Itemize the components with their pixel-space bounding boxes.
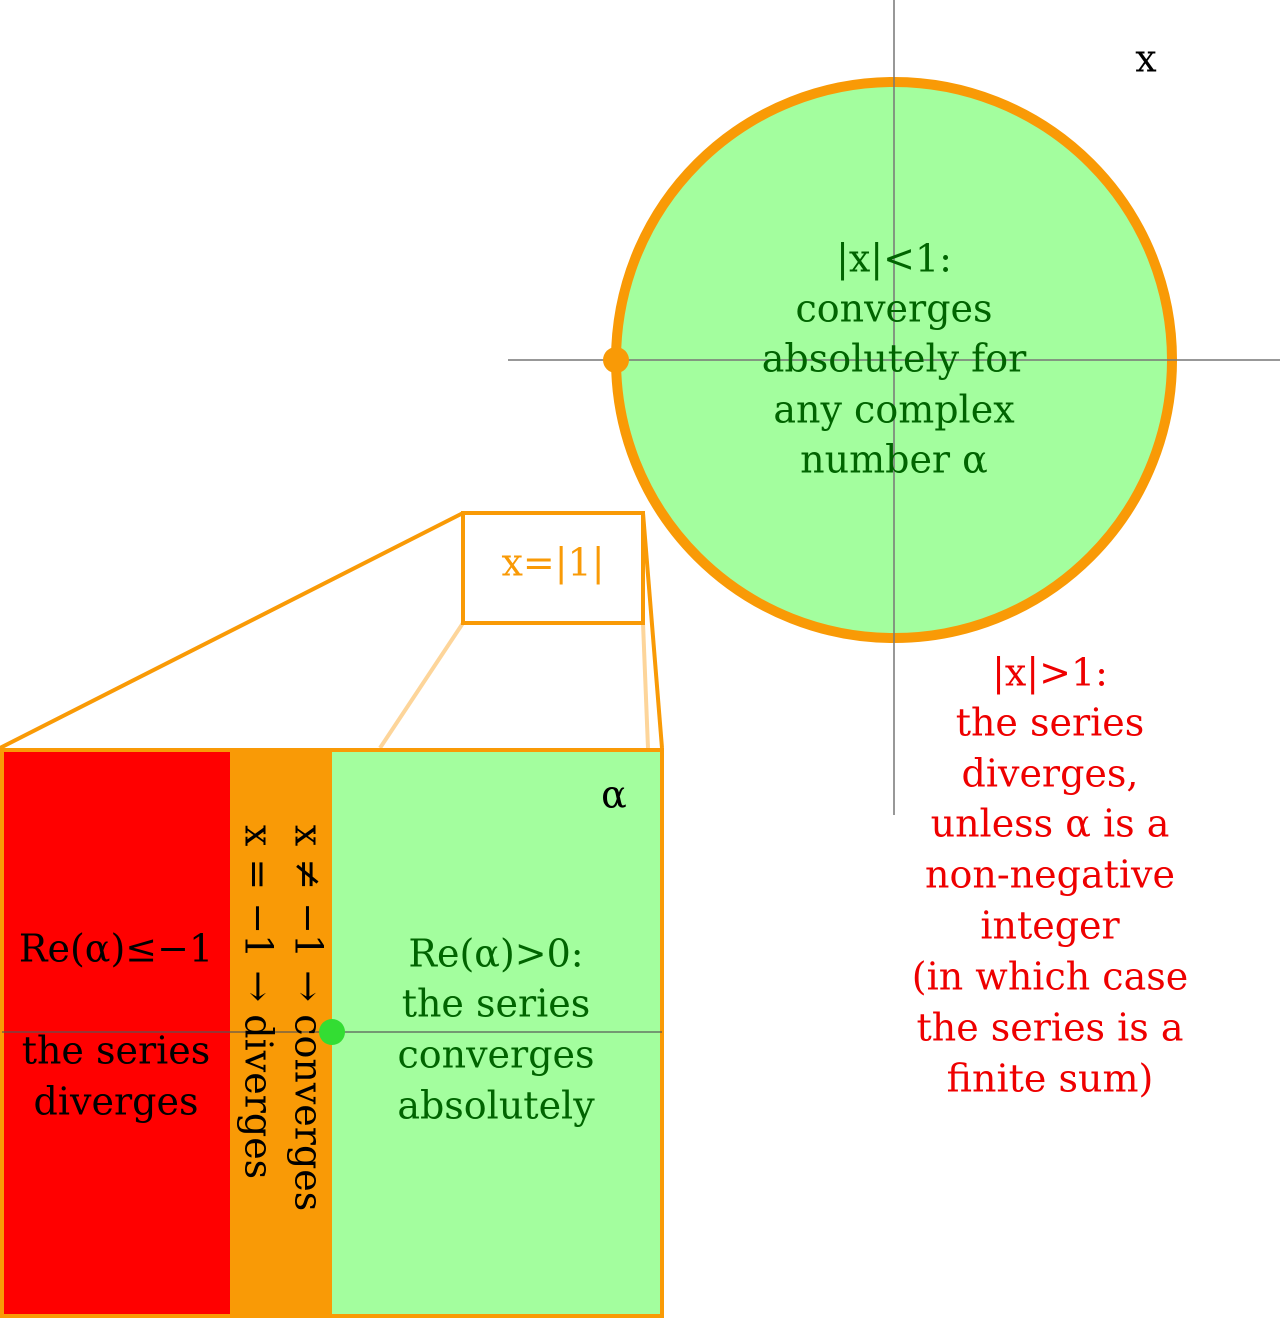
inner-text: number α <box>800 438 988 482</box>
inner-text: any complex <box>773 388 1014 432</box>
right-text: the series <box>402 982 591 1026</box>
outer-text: the series <box>956 701 1145 745</box>
outer-text: (in which case <box>912 955 1188 999</box>
zoom-label: x=|1| <box>501 541 604 585</box>
outer-text: |x|>1: <box>992 651 1108 695</box>
alpha-label: α <box>601 773 627 817</box>
right-text: converges <box>397 1033 594 1077</box>
right-text: Re(α)>0: <box>408 932 583 976</box>
boundary-point <box>319 1019 345 1045</box>
outer-text: integer <box>980 904 1120 948</box>
zoom-line <box>641 512 664 749</box>
left-text: diverges <box>34 1080 199 1124</box>
zoom-line <box>641 622 650 749</box>
outer-text: unless α is a <box>931 802 1170 846</box>
inner-text: absolutely for <box>762 337 1027 381</box>
middle-text: x = −1 → diverges <box>237 825 281 1179</box>
point-minus-one <box>603 347 629 373</box>
outer-text: non-negative <box>925 853 1175 897</box>
left-text: Re(α)≤−1 <box>19 927 213 971</box>
inner-text: |x|<1: <box>836 237 952 281</box>
right-text: absolutely <box>397 1084 595 1128</box>
x-label: x <box>1135 37 1156 81</box>
left-text: the series <box>22 1029 211 1073</box>
inner-text: converges <box>795 287 992 331</box>
middle-text: x ≠ −1 → converges <box>287 825 331 1212</box>
zoom-line <box>0 511 464 750</box>
zoom-line <box>378 621 465 750</box>
zoom-box <box>461 511 645 625</box>
outer-text: finite sum) <box>947 1057 1154 1101</box>
outer-text: the series is a <box>916 1006 1183 1050</box>
outer-text: diverges, <box>962 752 1139 796</box>
